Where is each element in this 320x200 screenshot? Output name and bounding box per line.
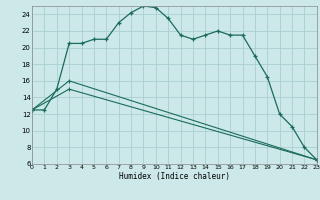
X-axis label: Humidex (Indice chaleur): Humidex (Indice chaleur) xyxy=(119,172,230,181)
